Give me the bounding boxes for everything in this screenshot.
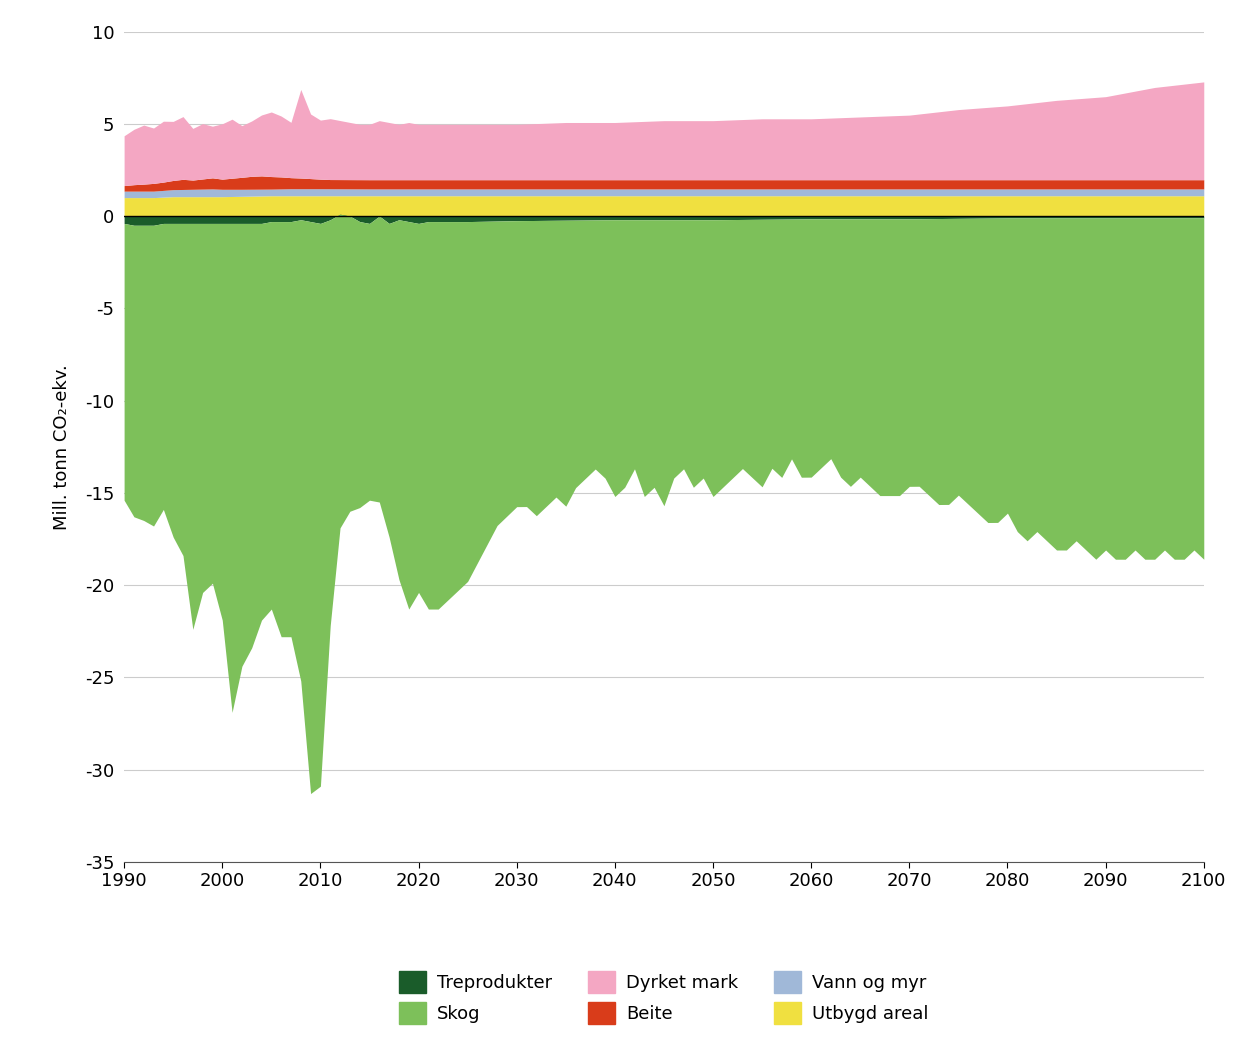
Y-axis label: Mill. tonn CO₂-ekv.: Mill. tonn CO₂-ekv. [53, 364, 71, 530]
Legend: Treprodukter, Skog, Dyrket mark, Beite, Vann og myr, Utbygd areal: Treprodukter, Skog, Dyrket mark, Beite, … [390, 962, 938, 1033]
